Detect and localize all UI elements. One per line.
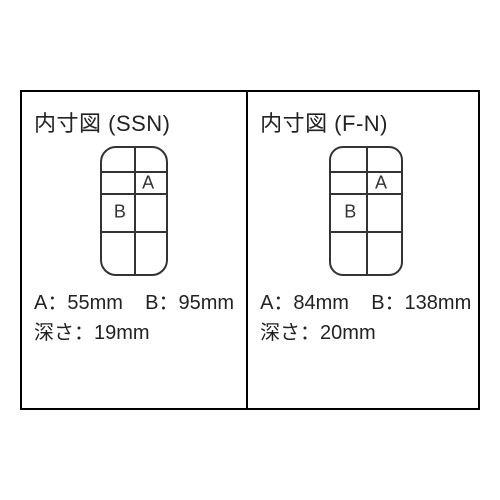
dim-depth: 深さ：20mm (260, 318, 471, 348)
panel-title: 内寸図 (SSN) (34, 106, 234, 138)
dim-a: A：55mm (34, 292, 123, 314)
compartment-shape: A B (100, 146, 168, 276)
divider-horizontal (331, 171, 401, 173)
dimensions-block: A：55mm B：95mm 深さ：19mm (34, 288, 234, 348)
region-label-a: A (142, 173, 154, 194)
divider-horizontal (102, 231, 166, 233)
compartment-shape: A B (329, 146, 403, 276)
panel-fn: 内寸図 (F-N) A B A：84mm B：138mm 深さ：20mm (248, 92, 483, 408)
diagram-frame: 内寸図 (SSN) A B A：55mm B：95mm 深さ：19mm 内寸図 … (20, 90, 480, 410)
panel-ssn: 内寸図 (SSN) A B A：55mm B：95mm 深さ：19mm (22, 92, 248, 408)
divider-horizontal (102, 193, 166, 195)
dimensions-block: A：84mm B：138mm 深さ：20mm (260, 288, 471, 348)
dim-a: A：84mm (260, 292, 349, 314)
divider-vertical (134, 148, 136, 274)
divider-horizontal (331, 231, 401, 233)
region-label-a: A (375, 173, 387, 194)
divider-horizontal (331, 193, 401, 195)
shape-container: A B (34, 146, 234, 276)
shape-container: A B (260, 146, 471, 276)
divider-horizontal (102, 171, 166, 173)
divider-vertical (366, 148, 368, 274)
region-label-b: B (344, 202, 356, 223)
dim-b: B：95mm (145, 292, 234, 314)
dim-b: B：138mm (371, 292, 471, 314)
dim-depth: 深さ：19mm (34, 318, 234, 348)
panel-title: 内寸図 (F-N) (260, 106, 471, 138)
region-label-b: B (114, 202, 126, 223)
